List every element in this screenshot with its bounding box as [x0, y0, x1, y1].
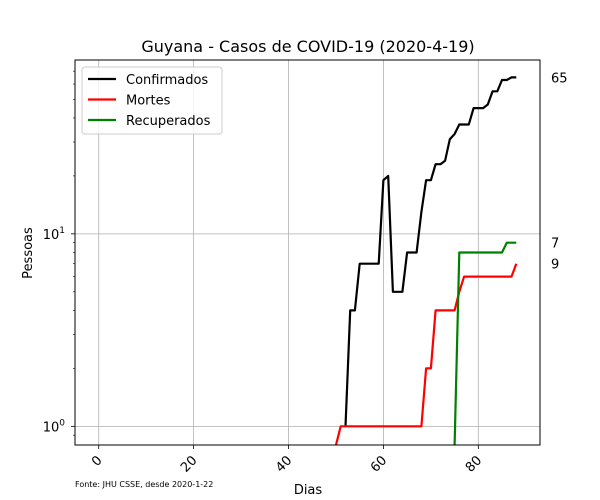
legend-label: Recuperados	[126, 114, 211, 129]
x-ticks: 0 20 40 60 80	[89, 445, 485, 476]
end-labels: 65 9 7	[551, 71, 568, 272]
x-tick-label: 40	[273, 453, 295, 475]
x-axis-label: Dias	[294, 483, 323, 498]
end-value-label: 9	[551, 258, 559, 273]
legend: Confirmados Mortes Recuperados	[81, 66, 223, 135]
x-tick-label: 20	[178, 453, 200, 475]
legend-label: Confirmados	[126, 73, 208, 88]
y-tick-label: 101	[43, 226, 65, 243]
x-tick-label: 80	[463, 453, 485, 475]
end-value-label: 7	[551, 237, 559, 252]
y-axis-label: Pessoas	[21, 227, 36, 279]
y-ticks: 100 101	[43, 70, 75, 436]
series-line-mortes	[334, 263, 518, 446]
y-tick-label: 100	[43, 418, 66, 435]
x-tick-label: 0	[89, 453, 105, 469]
legend-box	[81, 66, 223, 135]
plot-lines	[334, 76, 518, 446]
source-note: Fonte: JHU CSSE, desde 2020-1-22	[75, 480, 213, 489]
series-line-recuperados	[453, 241, 517, 446]
x-tick-label: 60	[368, 453, 390, 475]
series-line-confirmados	[344, 76, 517, 427]
legend-label: Mortes	[126, 94, 171, 109]
chart-title: Guyana - Casos de COVID-19 (2020-4-19)	[141, 37, 474, 56]
end-value-label: 65	[551, 71, 568, 86]
